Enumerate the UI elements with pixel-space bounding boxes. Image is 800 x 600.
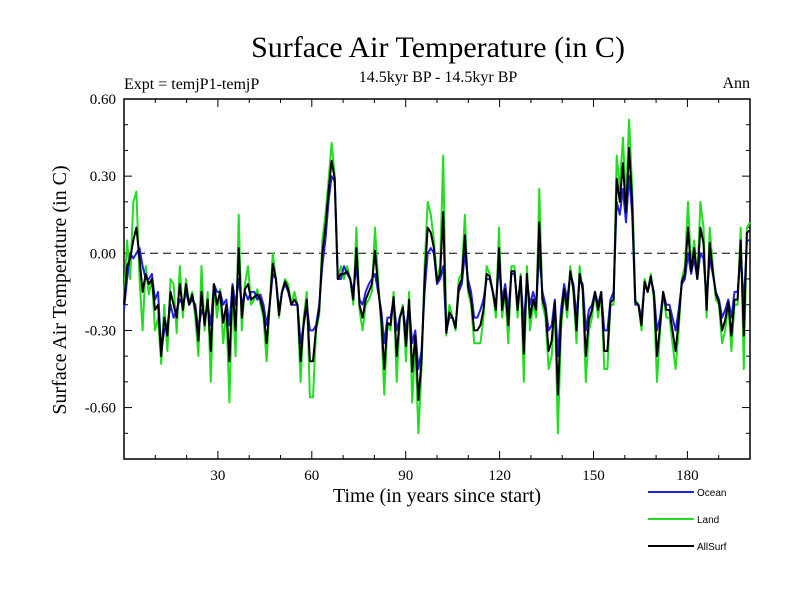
- series-line-allsurf: [123, 146, 751, 401]
- x-tick-label: 90: [398, 468, 413, 484]
- legend-label-land: Land: [697, 515, 719, 526]
- x-tick-label: 120: [488, 468, 511, 484]
- legend-label-allsurf: AllSurf: [697, 542, 727, 553]
- y-tick-label: -0.30: [85, 323, 116, 339]
- y-tick-label: 0.00: [90, 246, 116, 262]
- legend: Ocean Land AllSurf: [648, 488, 727, 553]
- chart-subtitle: 14.5kyr BP - 14.5kyr BP: [359, 69, 518, 86]
- x-axis-label: Time (in years since start): [333, 485, 541, 507]
- chart-title: Surface Air Temperature (in C): [251, 31, 625, 64]
- experiment-label: Expt = temjP1-temjP: [124, 76, 259, 93]
- season-label: Ann: [722, 75, 750, 92]
- y-axis-label: Surface Air Temperature (in C): [49, 165, 71, 414]
- x-tick-label: 60: [304, 468, 319, 484]
- y-tick-label: 0.30: [90, 169, 116, 185]
- legend-label-ocean: Ocean: [697, 488, 726, 499]
- y-tick-label: -0.60: [85, 401, 116, 417]
- series-layer: [123, 118, 751, 435]
- x-tick-label: 150: [582, 468, 605, 484]
- x-tick-label: 30: [210, 468, 225, 484]
- x-tick-label: 180: [676, 468, 699, 484]
- y-tick-label: 0.60: [90, 92, 116, 108]
- axis-ticks: 0.60 0.30 0.00 -0.30 -0.60 30 60 90 120 150 180: [85, 92, 750, 484]
